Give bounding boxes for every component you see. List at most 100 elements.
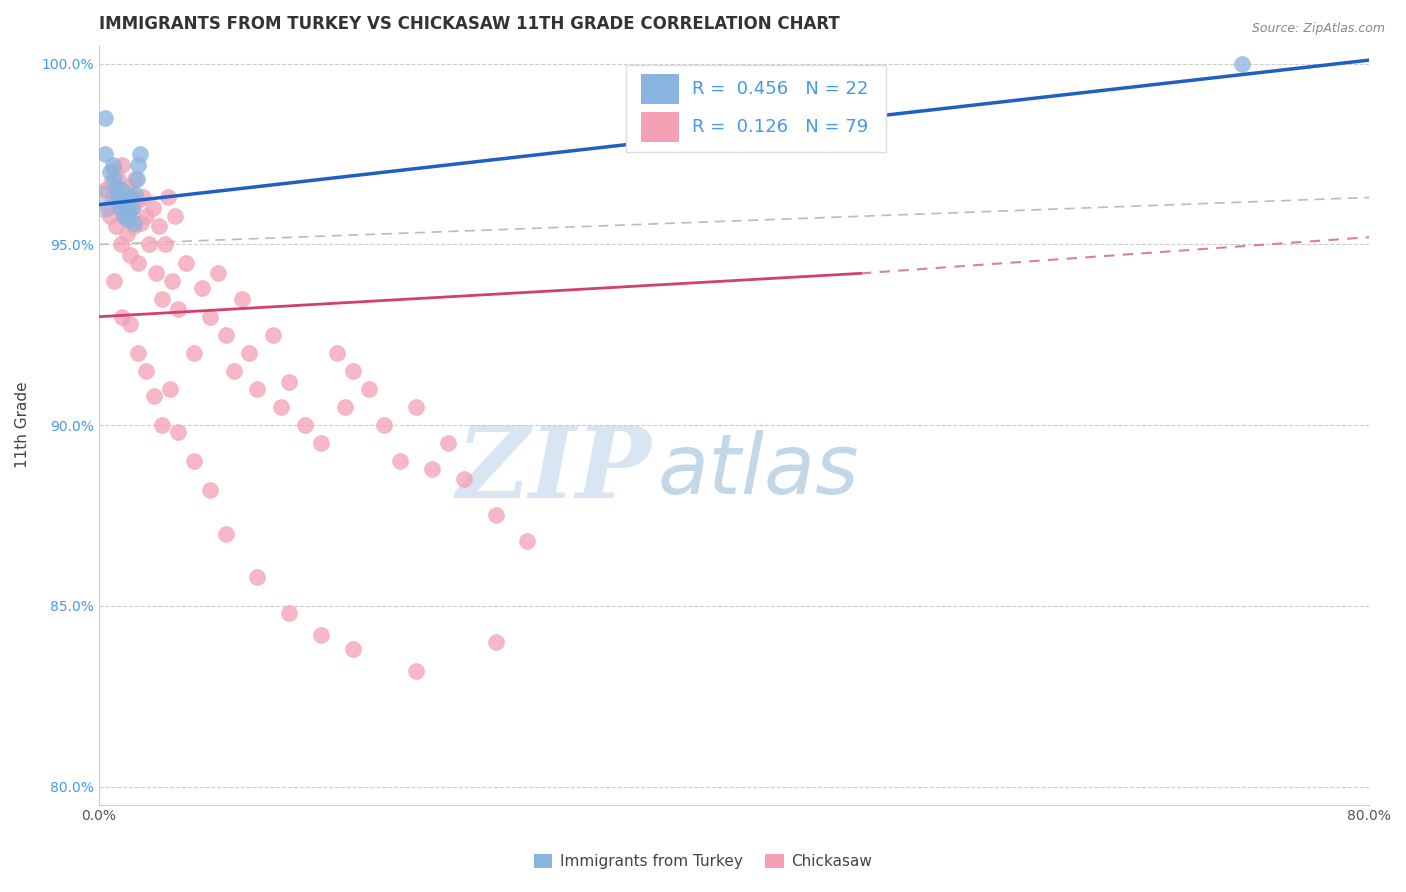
Point xyxy=(420,461,443,475)
Point xyxy=(163,209,186,223)
Point xyxy=(98,165,121,179)
Point xyxy=(160,274,183,288)
Point xyxy=(120,190,142,204)
Point xyxy=(309,628,332,642)
Point xyxy=(112,186,135,201)
Point xyxy=(100,176,122,190)
Point xyxy=(342,642,364,657)
Point xyxy=(115,212,138,227)
Point xyxy=(103,172,125,186)
Point xyxy=(214,526,236,541)
Point xyxy=(167,302,190,317)
Point xyxy=(183,346,205,360)
Point xyxy=(114,197,136,211)
Point xyxy=(516,533,538,548)
Y-axis label: 11th Grade: 11th Grade xyxy=(15,382,30,468)
Point xyxy=(122,219,145,234)
Point xyxy=(121,202,143,216)
Point xyxy=(138,237,160,252)
Point xyxy=(105,219,128,234)
Point xyxy=(115,227,138,241)
Point xyxy=(278,375,301,389)
Point xyxy=(118,205,141,219)
Point xyxy=(485,508,508,523)
Point xyxy=(101,158,124,172)
Bar xyxy=(626,64,886,152)
Point xyxy=(94,147,117,161)
Point xyxy=(155,237,177,252)
Point xyxy=(101,190,124,204)
Text: R =  0.126   N = 79: R = 0.126 N = 79 xyxy=(692,118,868,136)
Point xyxy=(135,364,157,378)
Point xyxy=(103,161,125,176)
Point xyxy=(125,172,148,186)
Point xyxy=(373,418,395,433)
Point xyxy=(114,209,136,223)
Point xyxy=(124,186,146,201)
Text: ZIP: ZIP xyxy=(457,423,651,519)
Point xyxy=(207,266,229,280)
Point xyxy=(270,400,292,414)
Point xyxy=(198,310,221,324)
Point xyxy=(108,194,131,208)
Point xyxy=(98,209,121,223)
Point xyxy=(405,400,427,414)
Point xyxy=(120,317,142,331)
Point xyxy=(485,635,508,649)
Point xyxy=(246,382,269,396)
Point xyxy=(214,327,236,342)
Point xyxy=(159,382,181,396)
Point xyxy=(157,190,180,204)
Bar xyxy=(641,74,679,104)
Text: Source: ZipAtlas.com: Source: ZipAtlas.com xyxy=(1251,22,1385,36)
Point xyxy=(94,111,117,125)
Point xyxy=(142,202,165,216)
Point xyxy=(150,418,173,433)
Point xyxy=(183,454,205,468)
Point xyxy=(1230,56,1253,70)
Point xyxy=(112,209,135,223)
Point xyxy=(107,190,129,204)
Point xyxy=(174,255,197,269)
Point xyxy=(437,436,460,450)
Point xyxy=(145,266,167,280)
Text: atlas: atlas xyxy=(658,430,859,511)
Point xyxy=(122,216,145,230)
Point xyxy=(278,606,301,620)
Point xyxy=(111,158,134,172)
Text: R =  0.456   N = 22: R = 0.456 N = 22 xyxy=(692,80,869,98)
Point xyxy=(124,172,146,186)
Point xyxy=(342,364,364,378)
Point xyxy=(191,281,214,295)
Point xyxy=(357,382,380,396)
Point xyxy=(238,346,260,360)
Point xyxy=(107,172,129,186)
Point xyxy=(127,255,149,269)
Point xyxy=(326,346,349,360)
Point xyxy=(198,483,221,498)
Point xyxy=(132,190,155,204)
Point xyxy=(125,194,148,208)
Point xyxy=(333,400,356,414)
Point xyxy=(262,327,284,342)
Point xyxy=(127,346,149,360)
Point xyxy=(111,183,134,197)
Text: IMMIGRANTS FROM TURKEY VS CHICKASAW 11TH GRADE CORRELATION CHART: IMMIGRANTS FROM TURKEY VS CHICKASAW 11TH… xyxy=(98,15,839,33)
Point xyxy=(167,425,190,440)
Point xyxy=(103,274,125,288)
Point xyxy=(110,202,132,216)
Point xyxy=(110,237,132,252)
Point xyxy=(94,183,117,197)
Point xyxy=(97,202,120,216)
Point xyxy=(405,664,427,678)
Point xyxy=(389,454,412,468)
Bar xyxy=(641,112,679,142)
Point xyxy=(246,570,269,584)
Point xyxy=(93,194,115,208)
Point xyxy=(118,179,141,194)
Point xyxy=(127,158,149,172)
Point xyxy=(111,310,134,324)
Point xyxy=(128,147,150,161)
Point xyxy=(105,179,128,194)
Point xyxy=(148,219,170,234)
